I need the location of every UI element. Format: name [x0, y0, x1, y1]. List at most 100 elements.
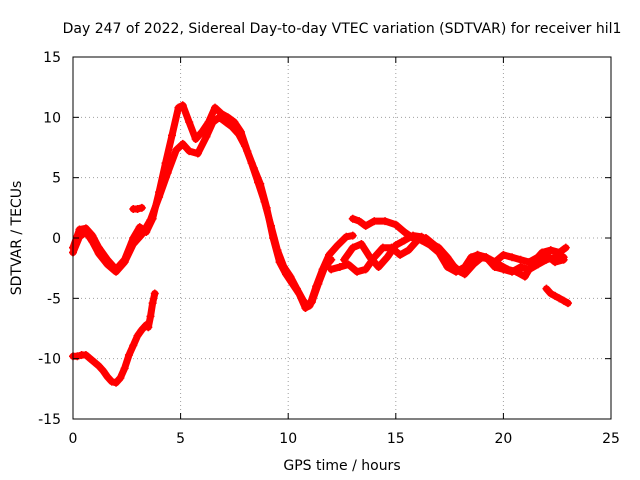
data-point [75, 225, 84, 234]
data-point [228, 122, 237, 131]
data-point [112, 378, 121, 387]
data-point [120, 258, 129, 267]
x-tick-label: 20 [494, 431, 512, 447]
data-point [396, 250, 405, 259]
data-point [546, 289, 555, 298]
data-point [146, 312, 155, 321]
series-arc-early-lower [69, 289, 159, 387]
data-point [525, 265, 534, 274]
data-point [344, 260, 353, 269]
data-point [172, 145, 181, 154]
series-trace [69, 101, 357, 312]
y-tick-label: -5 [47, 291, 61, 307]
data-point [215, 113, 224, 122]
data-point [144, 323, 153, 332]
data-point [555, 294, 564, 303]
data-point [103, 372, 112, 381]
data-point [124, 351, 133, 360]
data-point [400, 236, 409, 245]
data-point [499, 250, 508, 259]
data-point [90, 358, 99, 367]
data-point [413, 236, 422, 245]
series-trace [69, 290, 159, 387]
x-tick-label: 15 [387, 431, 405, 447]
series-arc-late-c [327, 234, 568, 276]
data-point [81, 227, 90, 236]
data-point [133, 205, 142, 214]
data-point [400, 227, 409, 236]
data-point [404, 246, 413, 255]
data-point [211, 103, 220, 112]
data-point [391, 220, 400, 229]
data-point [185, 118, 194, 127]
data-point [103, 260, 112, 269]
data-point [439, 250, 448, 259]
data-point [335, 262, 344, 271]
data-point [409, 231, 418, 240]
data-point [178, 139, 187, 148]
x-tick-label: 10 [279, 431, 297, 447]
data-point [86, 354, 95, 363]
data-point [538, 248, 547, 257]
data-point [178, 101, 187, 110]
data-point [533, 260, 542, 269]
data-point [299, 296, 308, 305]
data-point [137, 203, 146, 212]
data-point [370, 217, 379, 226]
y-tick-label: 10 [43, 110, 61, 126]
data-point [563, 299, 572, 308]
data-point [353, 267, 362, 276]
data-point [559, 296, 568, 305]
data-point [247, 159, 256, 168]
x-tick-label: 5 [176, 431, 185, 447]
y-tick-label: -10 [38, 352, 61, 368]
data-point [383, 253, 392, 262]
data-point [381, 217, 390, 226]
data-point [202, 132, 211, 141]
data-point [273, 246, 282, 255]
data-point [279, 262, 288, 271]
data-point [542, 284, 551, 293]
data-point [191, 135, 200, 144]
series-arc-tail [542, 284, 572, 308]
data-point [374, 262, 383, 271]
chart-title: Day 247 of 2022, Sidereal Day-to-day VTE… [63, 21, 622, 37]
x-tick-label: 25 [602, 431, 620, 447]
data-point [303, 301, 312, 310]
data-point [559, 253, 568, 262]
data-point [148, 299, 157, 308]
data-point [447, 260, 456, 269]
data-point [129, 341, 138, 350]
data-point [146, 215, 155, 224]
data-point [551, 291, 560, 300]
data-point [185, 147, 194, 156]
data-point [286, 272, 295, 281]
data-point [254, 178, 263, 187]
data-point [260, 197, 269, 206]
data-point [561, 243, 570, 252]
data-point [314, 279, 323, 288]
data-point [292, 284, 301, 293]
data-point [348, 243, 357, 252]
y-tick-label: 0 [52, 231, 61, 247]
data-point [155, 192, 164, 201]
data-point [456, 267, 465, 276]
data-point [112, 267, 121, 276]
series-arc-small-3h [129, 203, 146, 214]
data-point [163, 168, 172, 177]
data-point [421, 234, 430, 242]
axis-ticks: 0 5 10 15 20 25 -15 -10 -5 0 5 10 15 [38, 50, 620, 447]
data-point [516, 255, 525, 264]
data-point [516, 262, 525, 271]
data-point [348, 231, 357, 240]
y-tick-label: 5 [52, 171, 61, 187]
data-point [508, 253, 517, 262]
data-point [327, 265, 336, 274]
data-point [88, 237, 97, 246]
data-point [430, 241, 439, 250]
data-point [221, 118, 230, 127]
y-tick-label: 15 [43, 50, 61, 66]
data-point [499, 265, 508, 274]
data-point [120, 364, 129, 373]
